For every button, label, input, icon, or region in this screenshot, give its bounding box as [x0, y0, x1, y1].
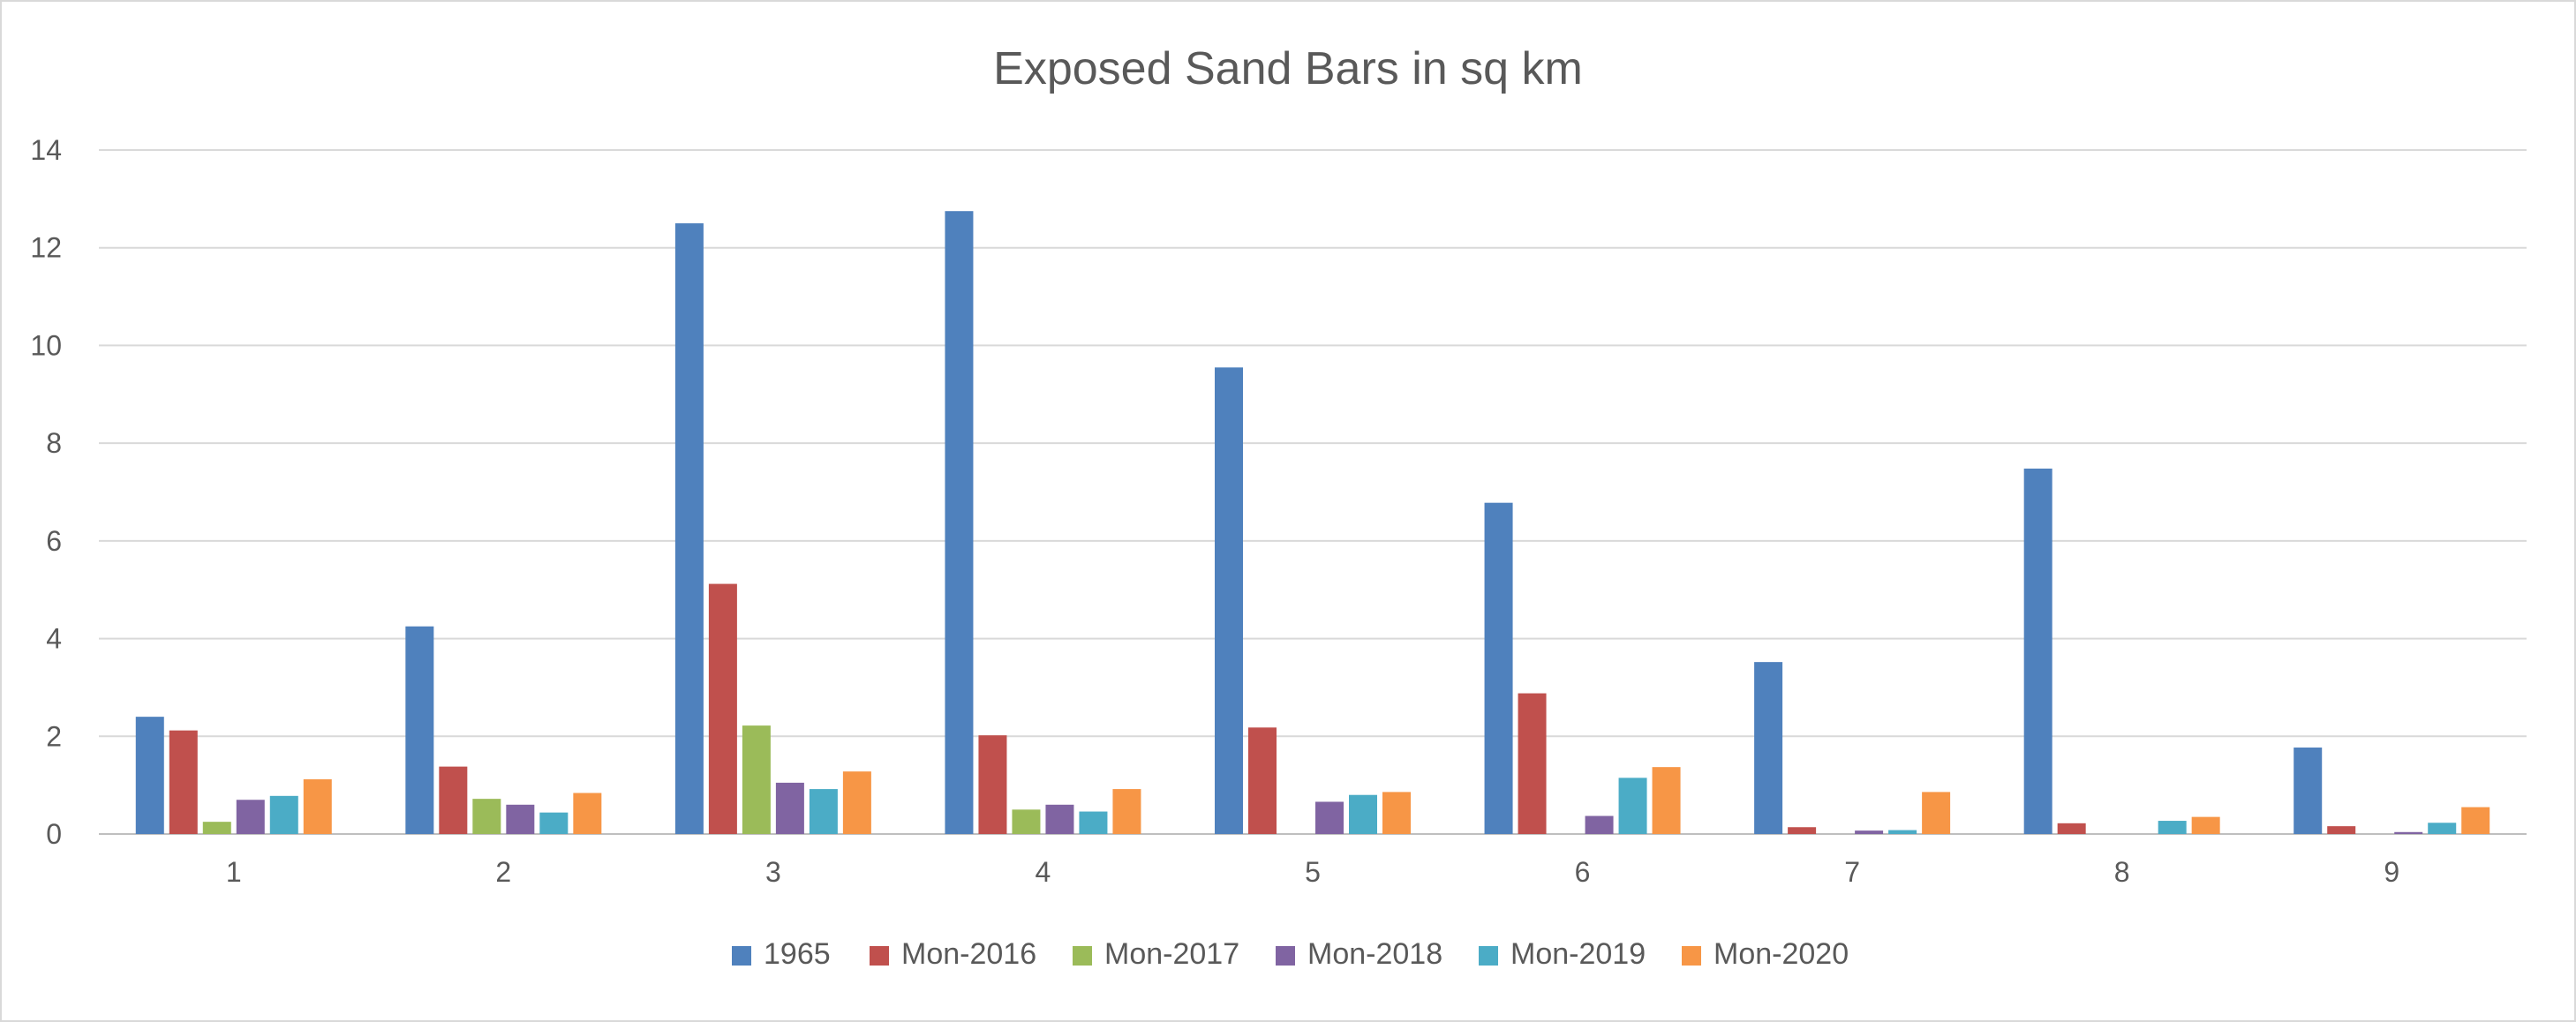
- bar-mon-2017-cat-3: [742, 725, 771, 834]
- y-tick-label: 10: [30, 329, 62, 361]
- bar-mon-2019-cat-6: [1618, 778, 1647, 834]
- bar-mon-2019-cat-2: [539, 812, 569, 834]
- x-axis-ticks: 1 2 3 4 5 6 7 8 9: [226, 856, 2399, 888]
- bar-1965-cat-2: [405, 626, 434, 834]
- legend-swatch: [1682, 946, 1701, 966]
- legend-swatch: [1073, 946, 1092, 966]
- legend-label: Mon-2017: [1104, 937, 1239, 971]
- bar-mon-2020-cat-2: [573, 793, 602, 834]
- bar-1965-cat-7: [1754, 662, 1783, 834]
- y-tick-label: 0: [46, 818, 62, 850]
- y-axis-ticks: 0 2 4 6 8 10 12 14: [30, 134, 62, 850]
- bar-mon-2017-cat-1: [202, 822, 231, 834]
- gridlines: [99, 149, 2527, 835]
- bar-mon-2018-cat-1: [236, 800, 265, 834]
- bar-mon-2019-cat-5: [1349, 794, 1377, 834]
- bar-mon-2016-cat-5: [1248, 727, 1277, 834]
- chart-title: Exposed Sand Bars in sq km: [993, 43, 1583, 94]
- bar-mon-2018-cat-9: [2394, 831, 2423, 834]
- bar-mon-2020-cat-6: [1652, 767, 1681, 834]
- bar-mon-2018-cat-3: [775, 782, 804, 834]
- bar-mon-2017-cat-4: [1012, 809, 1041, 834]
- legend: 1965 Mon-2016 Mon-2017 Mon-2018 Mon-2019 Mon-…: [732, 937, 1849, 971]
- bar-mon-2018-cat-5: [1315, 801, 1344, 834]
- bar-mon-2016-cat-1: [169, 730, 198, 834]
- bar-1965-cat-9: [2294, 748, 2323, 834]
- y-tick-label: 12: [30, 232, 62, 264]
- x-tick-label: 3: [765, 856, 781, 888]
- bar-mon-2019-cat-8: [2158, 821, 2187, 834]
- bar-mon-2018-cat-7: [1855, 830, 1884, 834]
- legend-label: Mon-2018: [1307, 937, 1442, 971]
- bar-mon-2018-cat-2: [506, 804, 535, 834]
- bar-mon-2020-cat-5: [1382, 792, 1411, 834]
- x-tick-label: 6: [1575, 856, 1591, 888]
- bar-mon-2016-cat-9: [2327, 826, 2356, 834]
- bar-mon-2019-cat-7: [1888, 830, 1917, 834]
- bar-mon-2020-cat-4: [1112, 789, 1141, 834]
- x-tick-label: 8: [2114, 856, 2130, 888]
- bar-mon-2019-cat-4: [1079, 811, 1108, 834]
- legend-label: Mon-2016: [901, 937, 1036, 971]
- x-tick-label: 2: [495, 856, 511, 888]
- x-tick-label: 5: [1305, 856, 1321, 888]
- y-tick-label: 14: [30, 134, 62, 166]
- bars: [135, 211, 2490, 835]
- y-tick-label: 2: [46, 720, 62, 752]
- bar-mon-2020-cat-3: [842, 771, 871, 834]
- bar-1965-cat-3: [674, 223, 704, 835]
- bar-1965-cat-8: [2023, 468, 2053, 834]
- bar-mon-2016-cat-4: [978, 735, 1007, 834]
- bar-mon-2020-cat-9: [2461, 807, 2490, 834]
- bar-1965-cat-5: [1215, 367, 1243, 834]
- x-tick-label: 4: [1036, 856, 1051, 888]
- bar-mon-2017-cat-2: [472, 799, 501, 834]
- bar-mon-2019-cat-1: [269, 795, 298, 834]
- y-tick-label: 8: [46, 427, 62, 459]
- bar-mon-2016-cat-7: [1788, 827, 1817, 834]
- x-tick-label: 1: [226, 856, 242, 888]
- legend-label: 1965: [764, 937, 831, 971]
- x-tick-label: 7: [1844, 856, 1860, 888]
- legend-label: Mon-2019: [1510, 937, 1646, 971]
- bar-mon-2018-cat-4: [1045, 804, 1074, 834]
- legend-label: Mon-2020: [1714, 937, 1849, 971]
- bar-mon-2020-cat-1: [303, 779, 332, 834]
- y-tick-label: 4: [46, 623, 62, 655]
- legend-swatch: [1276, 946, 1295, 966]
- bar-mon-2016-cat-2: [439, 766, 468, 834]
- bar-mon-2016-cat-3: [708, 583, 737, 834]
- legend-swatch: [732, 946, 751, 966]
- bar-mon-2020-cat-7: [1922, 792, 1951, 834]
- bar-mon-2016-cat-6: [1518, 693, 1547, 834]
- bar-mon-2016-cat-8: [2057, 823, 2086, 834]
- bar-mon-2019-cat-3: [809, 789, 838, 834]
- legend-swatch: [1479, 946, 1498, 966]
- bar-mon-2020-cat-8: [2191, 816, 2220, 834]
- y-tick-label: 6: [46, 525, 62, 557]
- bar-mon-2019-cat-9: [2428, 823, 2457, 834]
- bar-1965-cat-1: [135, 717, 164, 834]
- legend-swatch: [870, 946, 889, 966]
- bar-1965-cat-6: [1484, 502, 1513, 834]
- bar-1965-cat-4: [945, 211, 974, 835]
- x-tick-label: 9: [2384, 856, 2399, 888]
- bar-mon-2018-cat-6: [1585, 815, 1614, 834]
